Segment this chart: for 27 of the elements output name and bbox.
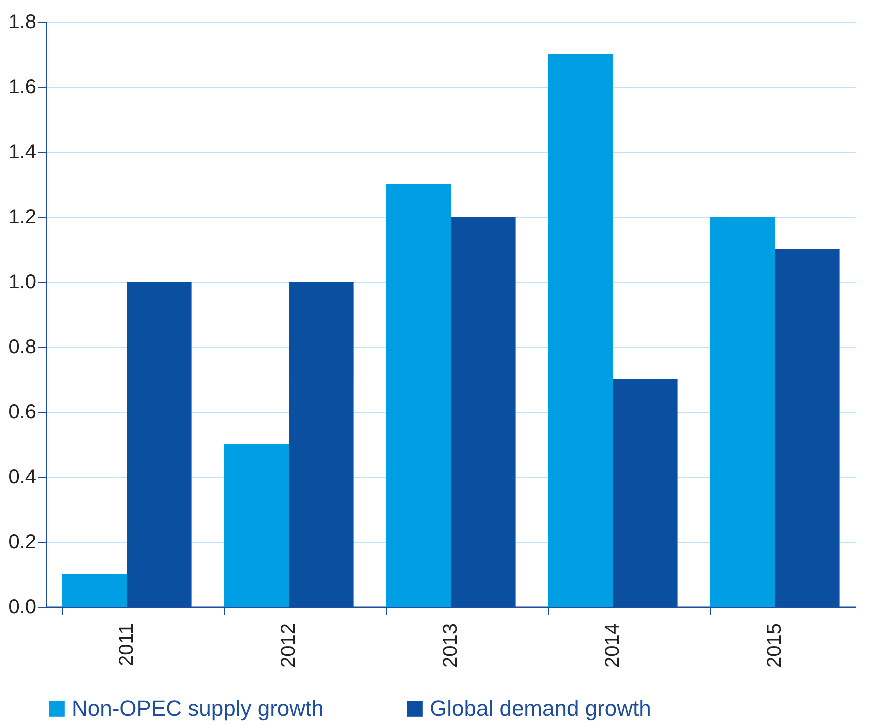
bar	[224, 444, 289, 607]
y-tick-label: 1.2	[8, 206, 36, 228]
bar	[386, 184, 451, 607]
bar	[62, 574, 127, 607]
y-tick-label: 0.6	[8, 402, 36, 424]
y-tick-label: 1.6	[8, 76, 36, 98]
y-tick-label: 0.0	[8, 596, 36, 618]
y-tick-label: 0.8	[8, 336, 36, 358]
x-tick-label: 2013	[440, 624, 462, 668]
bar	[548, 54, 613, 607]
bar	[451, 217, 516, 607]
x-tick-label: 2015	[764, 624, 786, 668]
bar	[775, 250, 840, 607]
y-tick-label: 0.4	[8, 466, 36, 488]
y-tick-label: 0.2	[8, 532, 36, 554]
bar	[613, 380, 678, 607]
bar	[710, 217, 775, 607]
y-tick-label: 1.8	[8, 12, 36, 34]
x-tick-label: 2014	[602, 624, 624, 668]
legend-label: Global demand growth	[430, 696, 652, 721]
bar	[127, 282, 192, 607]
y-tick-label: 1.4	[8, 142, 36, 164]
x-tick-label: 2012	[278, 624, 300, 668]
x-tick-label: 2011	[116, 624, 138, 667]
bar	[289, 282, 354, 607]
legend-label: Non-OPEC supply growth	[72, 696, 324, 721]
y-tick-label: 1.0	[8, 272, 36, 294]
